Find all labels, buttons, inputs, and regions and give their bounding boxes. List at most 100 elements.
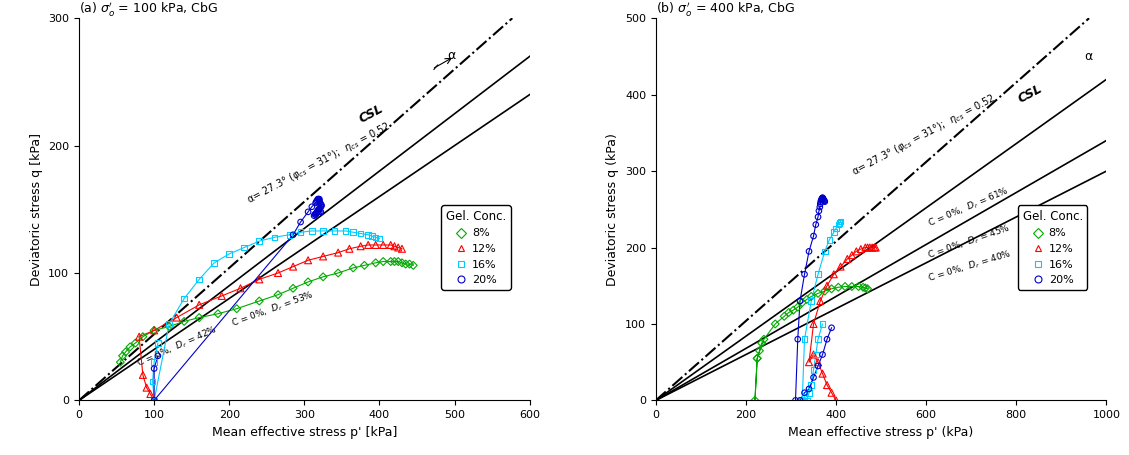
X-axis label: Mean effective stress p' (kPa): Mean effective stress p' (kPa) xyxy=(788,426,973,439)
Point xyxy=(307,211,325,218)
Point xyxy=(130,333,148,340)
Point xyxy=(800,248,819,255)
Point xyxy=(310,208,329,216)
Point xyxy=(308,208,326,216)
Point xyxy=(856,284,874,292)
Point xyxy=(807,351,825,358)
Point xyxy=(832,263,850,270)
Point xyxy=(269,269,287,277)
Point xyxy=(809,207,828,214)
Point xyxy=(114,352,132,359)
Point xyxy=(812,200,830,207)
Point xyxy=(800,385,819,393)
Text: C = 0%,  $D_r$ = 42%: C = 0%, $D_r$ = 42% xyxy=(135,323,220,369)
Point xyxy=(860,244,878,251)
Point xyxy=(146,397,164,404)
Point xyxy=(787,397,805,404)
Point xyxy=(393,259,411,267)
Point xyxy=(805,233,823,240)
Point xyxy=(146,327,164,334)
Point xyxy=(776,313,794,320)
Text: C = 0%,  $D_r$ = 45%: C = 0%, $D_r$ = 45% xyxy=(926,222,1013,263)
Point xyxy=(312,208,330,216)
Point xyxy=(823,285,841,293)
Point xyxy=(325,228,343,235)
Point xyxy=(305,212,323,219)
Point xyxy=(805,351,823,358)
Point xyxy=(126,339,145,347)
Text: CSL: CSL xyxy=(1016,82,1045,105)
Point xyxy=(789,303,807,311)
Point xyxy=(344,228,362,236)
Point xyxy=(134,371,152,379)
Point xyxy=(828,225,846,232)
Point xyxy=(796,389,814,396)
Text: α= 27.3° ($φ_{cs}$ = 31°);  $η_{cs}$ = 0.52: α= 27.3° ($φ_{cs}$ = 31°); $η_{cs}$ = 0.… xyxy=(244,119,393,207)
Point xyxy=(356,262,374,269)
Point xyxy=(837,283,855,290)
Point xyxy=(309,196,327,203)
Point xyxy=(800,359,819,366)
Point xyxy=(780,309,798,316)
Point xyxy=(141,390,159,398)
Point xyxy=(312,204,330,212)
Point xyxy=(863,244,881,251)
Y-axis label: Deviatoric stress q (kPa): Deviatoric stress q (kPa) xyxy=(606,133,620,286)
Point xyxy=(310,197,329,204)
Point xyxy=(351,243,369,250)
Point xyxy=(285,285,303,292)
Point xyxy=(209,310,227,318)
Point xyxy=(235,244,253,251)
Point xyxy=(314,253,332,260)
Point xyxy=(749,355,767,362)
Point xyxy=(280,231,298,238)
Point xyxy=(842,283,860,290)
Text: α: α xyxy=(447,49,455,62)
Point xyxy=(251,298,269,305)
Point xyxy=(819,282,837,289)
Point xyxy=(796,271,814,278)
Point xyxy=(813,195,831,202)
Point xyxy=(814,351,832,358)
Point xyxy=(823,324,841,331)
Text: (a) $\sigma^{\prime}_o$ = 100 kPa, CbG: (a) $\sigma^{\prime}_o$ = 100 kPa, CbG xyxy=(79,0,218,18)
Point xyxy=(285,263,303,270)
Point xyxy=(382,241,400,248)
Point xyxy=(821,236,839,243)
Point xyxy=(314,228,332,235)
Point xyxy=(746,397,764,404)
Point xyxy=(309,207,327,214)
Point xyxy=(307,209,325,217)
Point xyxy=(251,276,269,283)
Point xyxy=(149,339,167,347)
Point xyxy=(146,359,164,366)
Point xyxy=(803,293,821,300)
Point xyxy=(809,290,828,297)
Point xyxy=(749,355,767,362)
Point xyxy=(385,258,403,265)
Point xyxy=(312,201,330,208)
Point xyxy=(851,245,869,253)
Point xyxy=(231,285,250,292)
Y-axis label: Deviatoric stress q [kPa]: Deviatoric stress q [kPa] xyxy=(29,133,43,286)
Point xyxy=(854,283,872,291)
Point xyxy=(814,196,832,203)
Point xyxy=(849,283,867,290)
Point xyxy=(390,244,408,251)
Point xyxy=(307,199,325,207)
Point xyxy=(807,221,825,228)
Point xyxy=(308,197,326,204)
Point xyxy=(815,197,833,205)
Point xyxy=(205,259,224,267)
Point xyxy=(367,241,385,248)
Point xyxy=(767,320,785,328)
Point xyxy=(856,244,874,251)
Point xyxy=(858,285,876,293)
Text: C = 0%,  $D_r$ = 61%: C = 0%, $D_r$ = 61% xyxy=(926,185,1012,230)
Point xyxy=(830,283,848,291)
Point xyxy=(359,241,377,248)
Point xyxy=(753,339,771,347)
Point xyxy=(809,362,828,369)
Point xyxy=(809,336,828,343)
Point xyxy=(798,397,816,404)
